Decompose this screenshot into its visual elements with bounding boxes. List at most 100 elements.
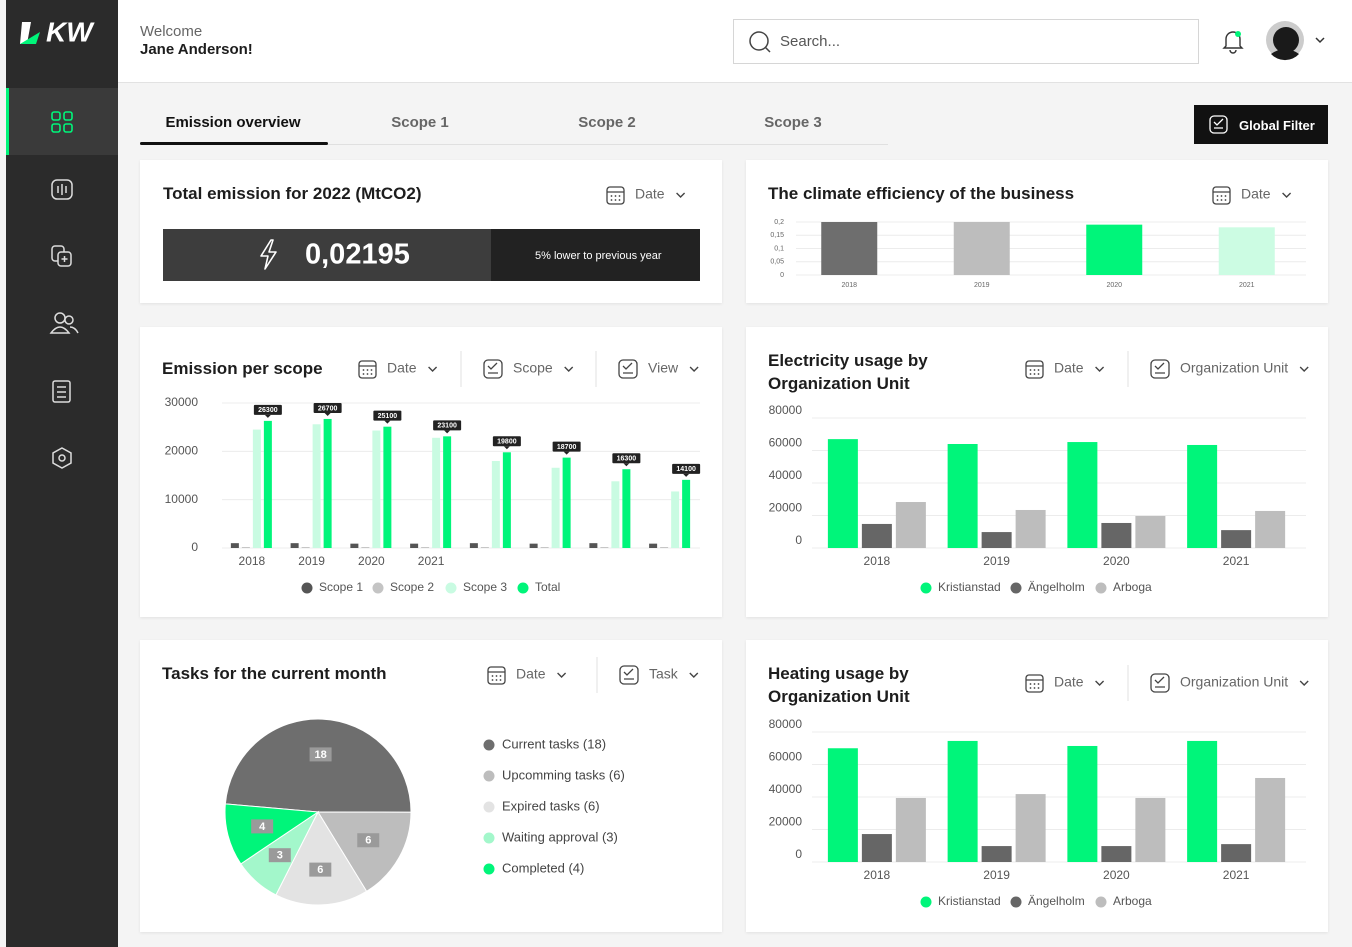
data-label-bg bbox=[433, 420, 462, 431]
tab[interactable]: Scope 1 bbox=[391, 114, 449, 131]
value-box-main bbox=[163, 229, 491, 281]
card-title: Heating usage by Organization Unit bbox=[768, 664, 910, 706]
y-tick-label: 80000 bbox=[769, 717, 803, 731]
legend-item[interactable]: Arboga bbox=[1095, 894, 1153, 908]
tab-divider bbox=[140, 144, 888, 145]
tab[interactable]: Emission overview bbox=[165, 114, 301, 131]
legend-item[interactable]: Ängelholm bbox=[1010, 894, 1085, 908]
calendar-icon-dot bbox=[618, 195, 621, 197]
user-menu[interactable] bbox=[1265, 20, 1335, 62]
legend-label: Expired tasks (6) bbox=[502, 798, 600, 813]
card-title: Electricity usage by Organization Unit bbox=[768, 351, 928, 393]
filter-dropdown[interactable]: Date bbox=[606, 186, 686, 205]
slice-label: 6 bbox=[317, 864, 323, 876]
legend-item[interactable]: Arboga bbox=[1095, 580, 1153, 594]
nav-reports[interactable] bbox=[52, 380, 71, 403]
nav-documents[interactable] bbox=[51, 245, 72, 267]
filter-dropdown[interactable]: Organization Unit bbox=[1150, 673, 1309, 693]
bar bbox=[981, 846, 1012, 862]
slice-label-bg bbox=[251, 819, 274, 834]
slice-label: 3 bbox=[277, 850, 283, 862]
bar bbox=[682, 479, 691, 548]
filter-label: Date bbox=[1054, 674, 1084, 690]
y-tick-label: 0 bbox=[795, 533, 802, 547]
electricity-chart: Date Organization Unit 0 20000 40000 60000 800… bbox=[769, 351, 1309, 594]
filter-dropdown[interactable]: Date bbox=[487, 666, 567, 685]
total-emission-panel: 0,02195 5% lower to previous year Date bbox=[163, 186, 700, 281]
y-tick-label: 40000 bbox=[769, 782, 803, 796]
legend-item[interactable]: Upcomming tasks (6) bbox=[483, 767, 625, 782]
data-label: 18700 bbox=[557, 444, 577, 451]
search-box[interactable]: Search... bbox=[733, 19, 1199, 64]
nav-users[interactable] bbox=[49, 312, 79, 334]
calendar-icon-dot bbox=[614, 195, 617, 197]
total-emission-card: 0,02195 5% lower to previous year Date T… bbox=[140, 160, 722, 303]
calendar-icon-dot bbox=[499, 675, 502, 677]
bar bbox=[1067, 442, 1098, 548]
calendar-icon-dot bbox=[1216, 199, 1219, 201]
filter-dropdown[interactable]: Date bbox=[1025, 674, 1105, 693]
legend-item[interactable]: Kristianstad bbox=[920, 894, 1001, 908]
calendar-icon-dot bbox=[1037, 687, 1040, 689]
data-label-bg bbox=[253, 404, 282, 415]
calendar-icon-dot bbox=[370, 373, 373, 375]
filter-dropdown[interactable]: Date bbox=[1212, 186, 1292, 205]
global-filter-button[interactable]: Global Filter bbox=[1194, 105, 1328, 144]
calendar-icon-dot bbox=[366, 373, 369, 375]
card-title: The climate efficiency of the business bbox=[768, 184, 1075, 203]
legend-swatch bbox=[1095, 896, 1107, 908]
filter-dropdown[interactable]: Organization Unit bbox=[1150, 359, 1309, 379]
legend-swatch bbox=[301, 582, 313, 594]
bar bbox=[953, 222, 1010, 275]
legend-item[interactable]: Scope 3 bbox=[445, 580, 508, 594]
x-tick-label: 2019 bbox=[298, 554, 325, 568]
notifications[interactable] bbox=[1221, 28, 1245, 54]
chevron bbox=[1299, 680, 1309, 686]
logo[interactable]: KW bbox=[18, 18, 108, 50]
bar bbox=[480, 547, 489, 548]
legend-item[interactable]: Scope 2 bbox=[372, 580, 435, 594]
calendar-icon-dot bbox=[499, 679, 502, 681]
filter-dropdown[interactable]: Task bbox=[619, 665, 699, 685]
nav-dashboard[interactable] bbox=[51, 111, 73, 133]
global-filter-icon bbox=[1209, 115, 1228, 134]
legend-item[interactable]: Waiting approval (3) bbox=[483, 829, 618, 844]
y-tick-label: 80000 bbox=[769, 403, 803, 417]
legend-item[interactable]: Scope 1 bbox=[301, 580, 364, 594]
calendar-icon-dot bbox=[491, 675, 494, 677]
data-label-bg bbox=[492, 436, 521, 447]
legend-item[interactable]: Completed (4) bbox=[483, 860, 585, 875]
y-tick-label: 20000 bbox=[769, 501, 803, 515]
calendar-icon-dot bbox=[1037, 369, 1040, 371]
bar bbox=[1101, 846, 1132, 862]
filter-icon-check bbox=[487, 362, 498, 374]
bar bbox=[1221, 530, 1252, 548]
y-tick-label: 30000 bbox=[165, 395, 199, 409]
electricity-card: Date Organization Unit 0 20000 40000 60000 800… bbox=[746, 327, 1328, 617]
legend-item[interactable]: Expired tasks (6) bbox=[483, 798, 600, 813]
bar bbox=[491, 461, 500, 548]
legend-item[interactable]: Kristianstad bbox=[920, 580, 1001, 594]
x-tick-label: 2018 bbox=[864, 868, 891, 882]
filter-dropdown[interactable]: Date bbox=[358, 360, 438, 379]
filter-icon bbox=[1150, 673, 1170, 693]
chevron bbox=[557, 672, 567, 678]
legend-item[interactable]: Total bbox=[517, 580, 561, 594]
tab[interactable]: Scope 2 bbox=[578, 114, 636, 131]
nav-settings[interactable] bbox=[52, 447, 72, 469]
slice-label-bg bbox=[268, 848, 291, 863]
legend-label: Waiting approval (3) bbox=[502, 829, 618, 844]
calendar-icon-dot bbox=[1029, 369, 1032, 371]
bar bbox=[372, 430, 381, 548]
legend-item[interactable]: Current tasks (18) bbox=[483, 736, 607, 751]
bar bbox=[323, 418, 332, 548]
bar bbox=[1015, 509, 1046, 548]
filter-dropdown[interactable]: Scope bbox=[483, 359, 574, 379]
heating-card: Date Organization Unit 0 20000 40000 60000 800… bbox=[746, 640, 1328, 932]
nav-analytics[interactable] bbox=[51, 179, 73, 200]
filter-dropdown[interactable]: View bbox=[618, 359, 699, 379]
legend-item[interactable]: Ängelholm bbox=[1010, 580, 1085, 594]
active-nav-bg bbox=[6, 88, 118, 155]
filter-dropdown[interactable]: Date bbox=[1025, 360, 1105, 379]
tab[interactable]: Scope 3 bbox=[764, 114, 822, 131]
